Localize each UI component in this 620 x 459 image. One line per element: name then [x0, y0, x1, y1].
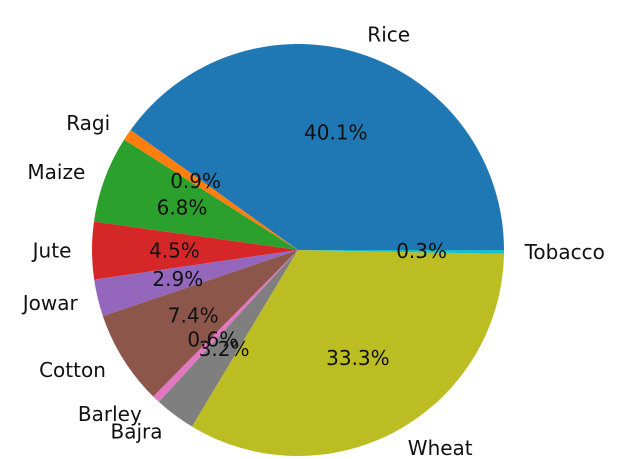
slice-tobacco [298, 250, 504, 254]
slice-rice [130, 44, 504, 250]
category-label-cotton: Cotton [39, 358, 106, 382]
pct-label-jute: 4.5% [149, 238, 200, 262]
pct-label-tobacco: 0.3% [396, 239, 447, 263]
category-label-bajra: Bajra [110, 420, 162, 444]
pct-label-rice: 40.1% [304, 120, 368, 144]
slice-jute [91, 221, 298, 280]
slice-cotton [102, 250, 299, 397]
slice-bajra [158, 250, 298, 427]
slice-jowar [94, 250, 299, 317]
category-label-jowar: Jowar [21, 291, 79, 315]
category-label-ragi: Ragi [66, 111, 110, 135]
slice-maize [93, 139, 299, 250]
pie-slices [91, 44, 504, 456]
category-label-jute: Jute [31, 239, 72, 263]
pct-label-bajra: 3.2% [199, 337, 250, 361]
pct-label-cotton: 7.4% [168, 304, 219, 328]
pct-label-barley: 0.6% [187, 328, 238, 352]
category-label-maize: Maize [27, 160, 85, 184]
slice-wheat [192, 250, 504, 456]
pct-label-wheat: 33.3% [326, 346, 390, 370]
category-label-wheat: Wheat [408, 436, 473, 459]
category-label-tobacco: Tobacco [524, 240, 605, 264]
pct-label-jowar: 2.9% [152, 267, 203, 291]
pct-label-maize: 6.8% [157, 195, 208, 219]
category-label-barley: Barley [78, 402, 142, 426]
slice-ragi [124, 129, 298, 250]
pie-labels: 40.1% Rice 0.9% Ragi 6.8% Maize 4.5% Jute 2.9% Jo… [21, 22, 605, 459]
category-label-rice: Rice [367, 22, 410, 46]
slice-barley [153, 250, 298, 402]
pct-label-ragi: 0.9% [170, 169, 221, 193]
